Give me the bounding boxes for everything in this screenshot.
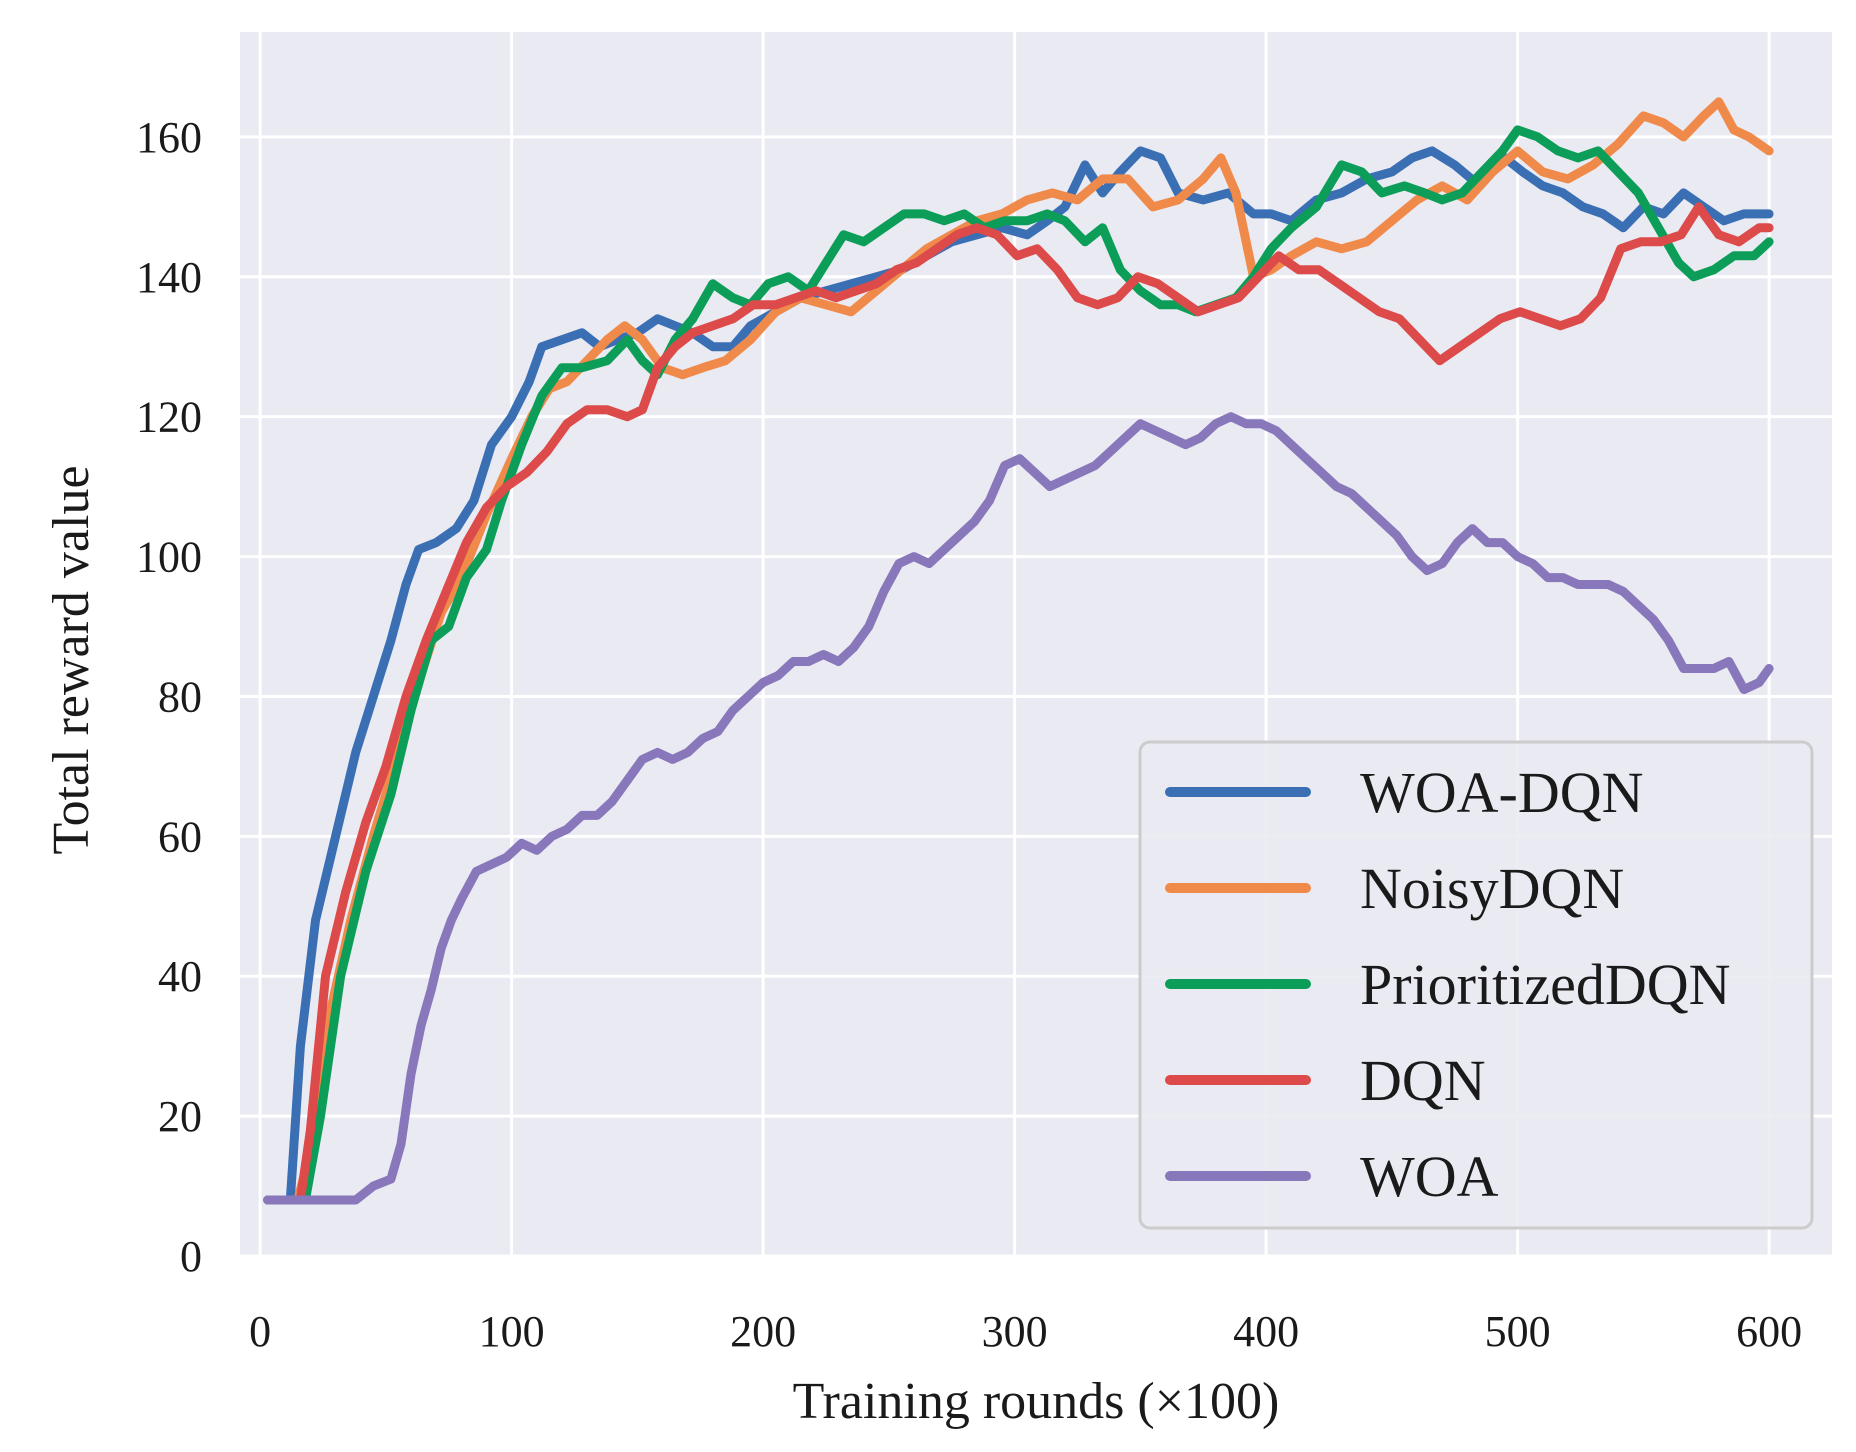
x-tick-label: 200 [730, 1307, 796, 1356]
legend-box [1138, 740, 1814, 1230]
y-tick-label: 20 [158, 1092, 202, 1141]
y-tick-label: 160 [136, 113, 202, 162]
gridlines [240, 32, 1832, 1258]
series-line-prioritizeddqn [263, 125, 1774, 1205]
legend-label-noisydqn: NoisyDQN [1360, 856, 1624, 921]
series-line-woa [263, 412, 1774, 1205]
legend-label-woa: WOA [1360, 1144, 1499, 1209]
series-lines [263, 97, 1774, 1205]
legend-label-woa-dqn: WOA-DQN [1360, 760, 1644, 825]
legend-label-prioritizeddqn: PrioritizedDQN [1360, 952, 1731, 1017]
y-tick-label: 120 [136, 393, 202, 442]
y-tick-label: 40 [158, 952, 202, 1001]
legend-label-dqn: DQN [1360, 1048, 1486, 1113]
x-tick-label: 300 [982, 1307, 1048, 1356]
x-axis-ticks: 0 100 200 300 400 500 600 [249, 1307, 1802, 1356]
y-axis-title: Total reward value [43, 465, 100, 854]
x-tick-label: 400 [1233, 1307, 1299, 1356]
y-tick-label: 140 [136, 253, 202, 302]
x-tick-label: 100 [479, 1307, 545, 1356]
y-tick-label: 60 [158, 812, 202, 861]
x-tick-label: 600 [1736, 1307, 1802, 1356]
x-axis-title: Training rounds (×100) [793, 1373, 1280, 1430]
series-line-dqn [263, 202, 1774, 1205]
y-axis-ticks: 0 20 40 60 80 100 120 140 160 [136, 113, 202, 1281]
y-tick-label: 80 [158, 672, 202, 721]
y-tick-label: 0 [180, 1232, 202, 1281]
y-tick-label: 100 [136, 533, 202, 582]
x-tick-label: 0 [249, 1307, 271, 1356]
legend: WOA-DQN NoisyDQN PrioritizedDQN DQN WOA [1138, 740, 1814, 1230]
x-tick-label: 500 [1485, 1307, 1551, 1356]
